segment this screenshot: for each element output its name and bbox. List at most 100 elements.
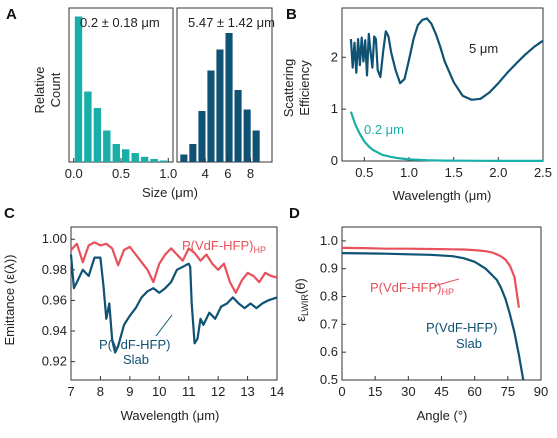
panel-b-ylabel-line2: Efficiency bbox=[297, 60, 312, 116]
panel-c-xlabel: Wavelength (μm) bbox=[121, 408, 220, 423]
panel-c-x-tick-label: 14 bbox=[270, 384, 284, 399]
panel-d-x-tick-label: 75 bbox=[501, 384, 515, 399]
panel-b-y-tick-label: 0 bbox=[331, 153, 338, 168]
panel-c-x-tick-label: 9 bbox=[126, 384, 133, 399]
panel-a-right-frame bbox=[176, 7, 273, 163]
panel-d-ylabel: εLWIR(θ) bbox=[293, 278, 310, 322]
panel-a-left-x-tick-label: 0.5 bbox=[112, 166, 130, 181]
panel-b-x-tick-label: 0.5 bbox=[355, 165, 373, 180]
panel-b-x-tick-label: 2.0 bbox=[489, 165, 507, 180]
panel-c: C Emittance (ε(λ)) 7 8 9 10 11 12 13 14 0.92 0.94… bbox=[2, 205, 284, 423]
panel-c-y-tick-label: 0.94 bbox=[42, 323, 67, 338]
panel-d-xlabel: Angle (°) bbox=[417, 408, 468, 423]
panel-a-right-bar bbox=[225, 33, 233, 162]
panel-c-line-slab bbox=[69, 254, 278, 354]
panel-b-x-tick-label: 1.5 bbox=[445, 165, 463, 180]
panel-d-ticks: 0 15 30 45 60 75 90 0.5 0.6 0.7 0.8 0.9 1.0 bbox=[320, 233, 548, 399]
panel-a-left-bar bbox=[122, 149, 130, 163]
panel-c-y-tick-label: 0.98 bbox=[42, 262, 67, 277]
panel-a-ylabel-line2: Count bbox=[48, 72, 63, 107]
panel-d-x-tick-label: 60 bbox=[467, 384, 481, 399]
panel-a-left-bar bbox=[159, 160, 168, 162]
panel-d-y-tick-label: 0.6 bbox=[320, 344, 338, 359]
panel-a-right-bar bbox=[234, 90, 242, 162]
panel-b-y-tick-label: 2 bbox=[331, 49, 338, 64]
panel-a-left-bar bbox=[112, 144, 120, 162]
panel-b-x-tick-label: 1.0 bbox=[400, 165, 418, 180]
panel-a-ylabel-line1: Relative bbox=[32, 67, 47, 114]
panel-a-right-bar bbox=[252, 130, 260, 162]
panel-c-label-hp-main: P(VdF-HFP) bbox=[182, 238, 254, 253]
panel-a-right-bar bbox=[216, 49, 224, 162]
panel-b-label-5um: 5 μm bbox=[469, 41, 498, 56]
panel-b-letter: B bbox=[286, 6, 297, 23]
panel-d-label-slab-line2: Slab bbox=[456, 336, 482, 351]
panel-c-ylabel: Emittance (ε(λ)) bbox=[2, 254, 17, 345]
panel-b-y-tick-label: 1 bbox=[331, 101, 338, 116]
panel-d-x-tick-label: 30 bbox=[401, 384, 415, 399]
panel-a-left-bar bbox=[84, 91, 92, 162]
panel-c-x-tick-label: 11 bbox=[182, 384, 196, 399]
panel-a-xlabel: Size (μm) bbox=[142, 185, 198, 200]
panel-d-x-tick-label: 90 bbox=[534, 384, 548, 399]
panel-d-hp-leader bbox=[433, 278, 460, 287]
panel-a-left-bar bbox=[131, 153, 139, 162]
panel-a-left-bar bbox=[140, 156, 149, 163]
panel-d-ylabel-tail: (θ) bbox=[293, 278, 308, 294]
panel-c-y-tick-label: 0.96 bbox=[42, 292, 67, 307]
panel-a-right-bar bbox=[207, 70, 215, 162]
panel-d-x-tick-label: 0 bbox=[338, 384, 345, 399]
panel-c-label-hp-sub: HP bbox=[254, 245, 267, 255]
panel-d-label-slab-line1: P(VdF-HFP) bbox=[426, 320, 498, 335]
panel-d-ylabel-main: ε bbox=[293, 316, 308, 322]
panel-c-x-tick-label: 13 bbox=[240, 384, 254, 399]
panel-c-label-hp: P(VdF-HFP)HP bbox=[182, 238, 266, 255]
panel-a-right-bar bbox=[189, 144, 197, 162]
panel-c-lines bbox=[69, 241, 278, 354]
panel-a-left-bar bbox=[103, 130, 111, 162]
panel-a-left-bars bbox=[74, 16, 168, 163]
panel-b-frame bbox=[341, 7, 544, 162]
panel-a-left-bar bbox=[150, 159, 158, 162]
panel-d-y-tick-label: 0.8 bbox=[320, 289, 338, 304]
panel-c-y-tick-label: 0.92 bbox=[42, 354, 67, 369]
panel-b-x-tick-label: 2.5 bbox=[534, 165, 552, 180]
panel-c-x-tick-label: 7 bbox=[67, 384, 74, 399]
panel-d-line-slab bbox=[341, 252, 525, 381]
panel-a-left-x-tick-label: 1.0 bbox=[159, 166, 177, 181]
panel-c-label-slab-line1: P(VdF-HFP) bbox=[99, 337, 171, 352]
panel-a-right-annotation: 5.47 ± 1.42 μm bbox=[188, 15, 275, 30]
panel-d-label-hp-sub: HP bbox=[442, 287, 455, 297]
panel-d: D εLWIR(θ) 0 15 30 45 60 75 90 0.5 0.6 0.7 0.8 0.9 1… bbox=[289, 205, 548, 423]
panel-d-y-tick-label: 0.9 bbox=[320, 261, 338, 276]
panel-d-line-hp bbox=[341, 246, 520, 308]
panel-a-left-bar bbox=[93, 108, 102, 162]
panel-b-line-5um bbox=[349, 17, 544, 101]
panel-c-x-tick-label: 12 bbox=[211, 384, 225, 399]
panel-d-letter: D bbox=[289, 205, 300, 222]
panel-a-right-x-tick-label: 8 bbox=[247, 166, 254, 181]
panel-d-x-tick-label: 15 bbox=[368, 384, 382, 399]
panel-b-ylabel-line1: Scattering bbox=[281, 59, 296, 118]
panel-a-right-bar bbox=[180, 154, 188, 162]
panel-d-label-hp: P(VdF-HFP)HP bbox=[370, 280, 454, 297]
panel-c-label-slab-line2: Slab bbox=[123, 352, 149, 367]
panel-d-ylabel-sub: LWIR bbox=[300, 294, 310, 316]
panel-d-y-tick-label: 1.0 bbox=[320, 233, 338, 248]
panel-c-ticks: 7 8 9 10 11 12 13 14 0.92 0.94 0.96 0.98 1.00 bbox=[42, 231, 285, 399]
panel-a-right-x-tick-label: 4 bbox=[202, 166, 209, 181]
panel-c-x-tick-label: 8 bbox=[97, 384, 104, 399]
panel-c-x-tick-label: 10 bbox=[152, 384, 166, 399]
panel-c-y-tick-label: 1.00 bbox=[42, 231, 67, 246]
panel-d-y-tick-label: 0.7 bbox=[320, 316, 338, 331]
panel-d-label-hp-main: P(VdF-HFP) bbox=[370, 280, 442, 295]
panel-c-slab-leader bbox=[155, 314, 173, 337]
panel-a-left-bar bbox=[74, 16, 83, 162]
panel-b-xlabel: Wavelength (μm) bbox=[393, 188, 492, 203]
panel-b: B Scattering Efficiency 0.5 1.0 1.5 2.0 2.5 0… bbox=[281, 6, 552, 203]
panel-a-right-bars bbox=[180, 33, 260, 162]
panel-a-letter: A bbox=[6, 6, 17, 23]
panel-b-line-02um bbox=[349, 111, 543, 162]
